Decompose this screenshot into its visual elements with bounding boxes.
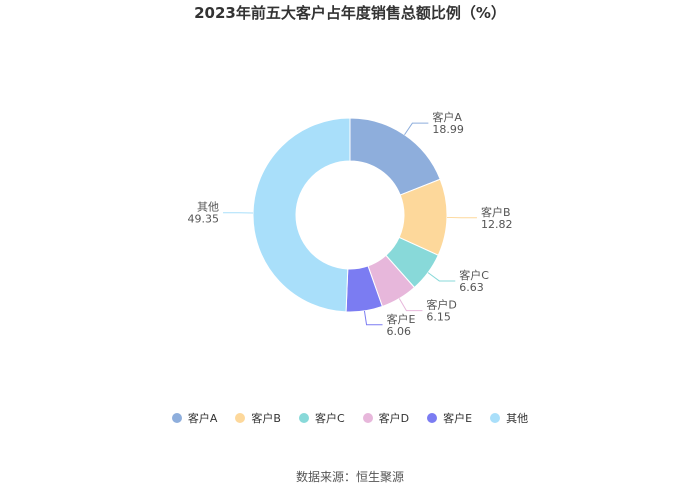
slice-value-客户E: 6.06 — [387, 325, 412, 338]
chart-title: 2023年前五大客户占年度销售总额比例（%） — [194, 4, 506, 22]
legend-item-其他[interactable]: 其他 — [490, 410, 528, 426]
legend-label: 其他 — [506, 412, 529, 425]
slice-value-客户C: 6.63 — [459, 281, 484, 294]
slice-label-客户B: 客户B — [481, 205, 511, 219]
legend: 客户A 客户B 客户C 客户D 客户E 其他 — [0, 410, 700, 426]
legend-marker — [490, 413, 501, 423]
leader-line-客户C — [427, 272, 456, 282]
legend-label: 客户C — [314, 412, 345, 425]
legend-marker — [298, 413, 309, 423]
legend-marker — [362, 413, 373, 423]
legend-item-客户C[interactable]: 客户C — [298, 410, 345, 426]
slice-value-其他: 49.35 — [188, 213, 220, 226]
legend-label: 客户B — [251, 412, 281, 425]
legend-item-客户A[interactable]: 客户A — [171, 410, 218, 426]
legend-label: 客户E — [443, 412, 473, 425]
legend-label: 客户D — [378, 412, 410, 425]
slice-其他 — [252, 117, 351, 313]
legend-marker — [235, 413, 246, 423]
slice-value-客户B: 12.82 — [481, 218, 513, 231]
slice-label-客户A: 客户A — [432, 110, 462, 124]
slice-label-其他: 其他 — [197, 201, 219, 214]
leader-line-客户A — [404, 122, 429, 136]
slice-label-客户E: 客户E — [387, 312, 416, 326]
slice-label-客户C: 客户C — [459, 268, 489, 282]
legend-item-客户E[interactable]: 客户E — [427, 410, 472, 426]
slice-客户A — [349, 117, 441, 196]
leader-line-客户D — [398, 298, 423, 312]
legend-marker — [427, 413, 438, 423]
slice-value-客户D: 6.15 — [426, 311, 451, 324]
slice-label-客户D: 客户D — [426, 298, 456, 312]
legend-marker — [171, 413, 182, 423]
slice-value-客户A: 18.99 — [432, 123, 464, 136]
leader-line-客户E — [363, 310, 383, 326]
source-note: 数据来源：恒生聚源 — [295, 470, 404, 484]
legend-label: 客户A — [187, 412, 218, 425]
legend-item-客户D[interactable]: 客户D — [362, 410, 410, 426]
legend-item-客户B[interactable]: 客户B — [235, 410, 281, 426]
